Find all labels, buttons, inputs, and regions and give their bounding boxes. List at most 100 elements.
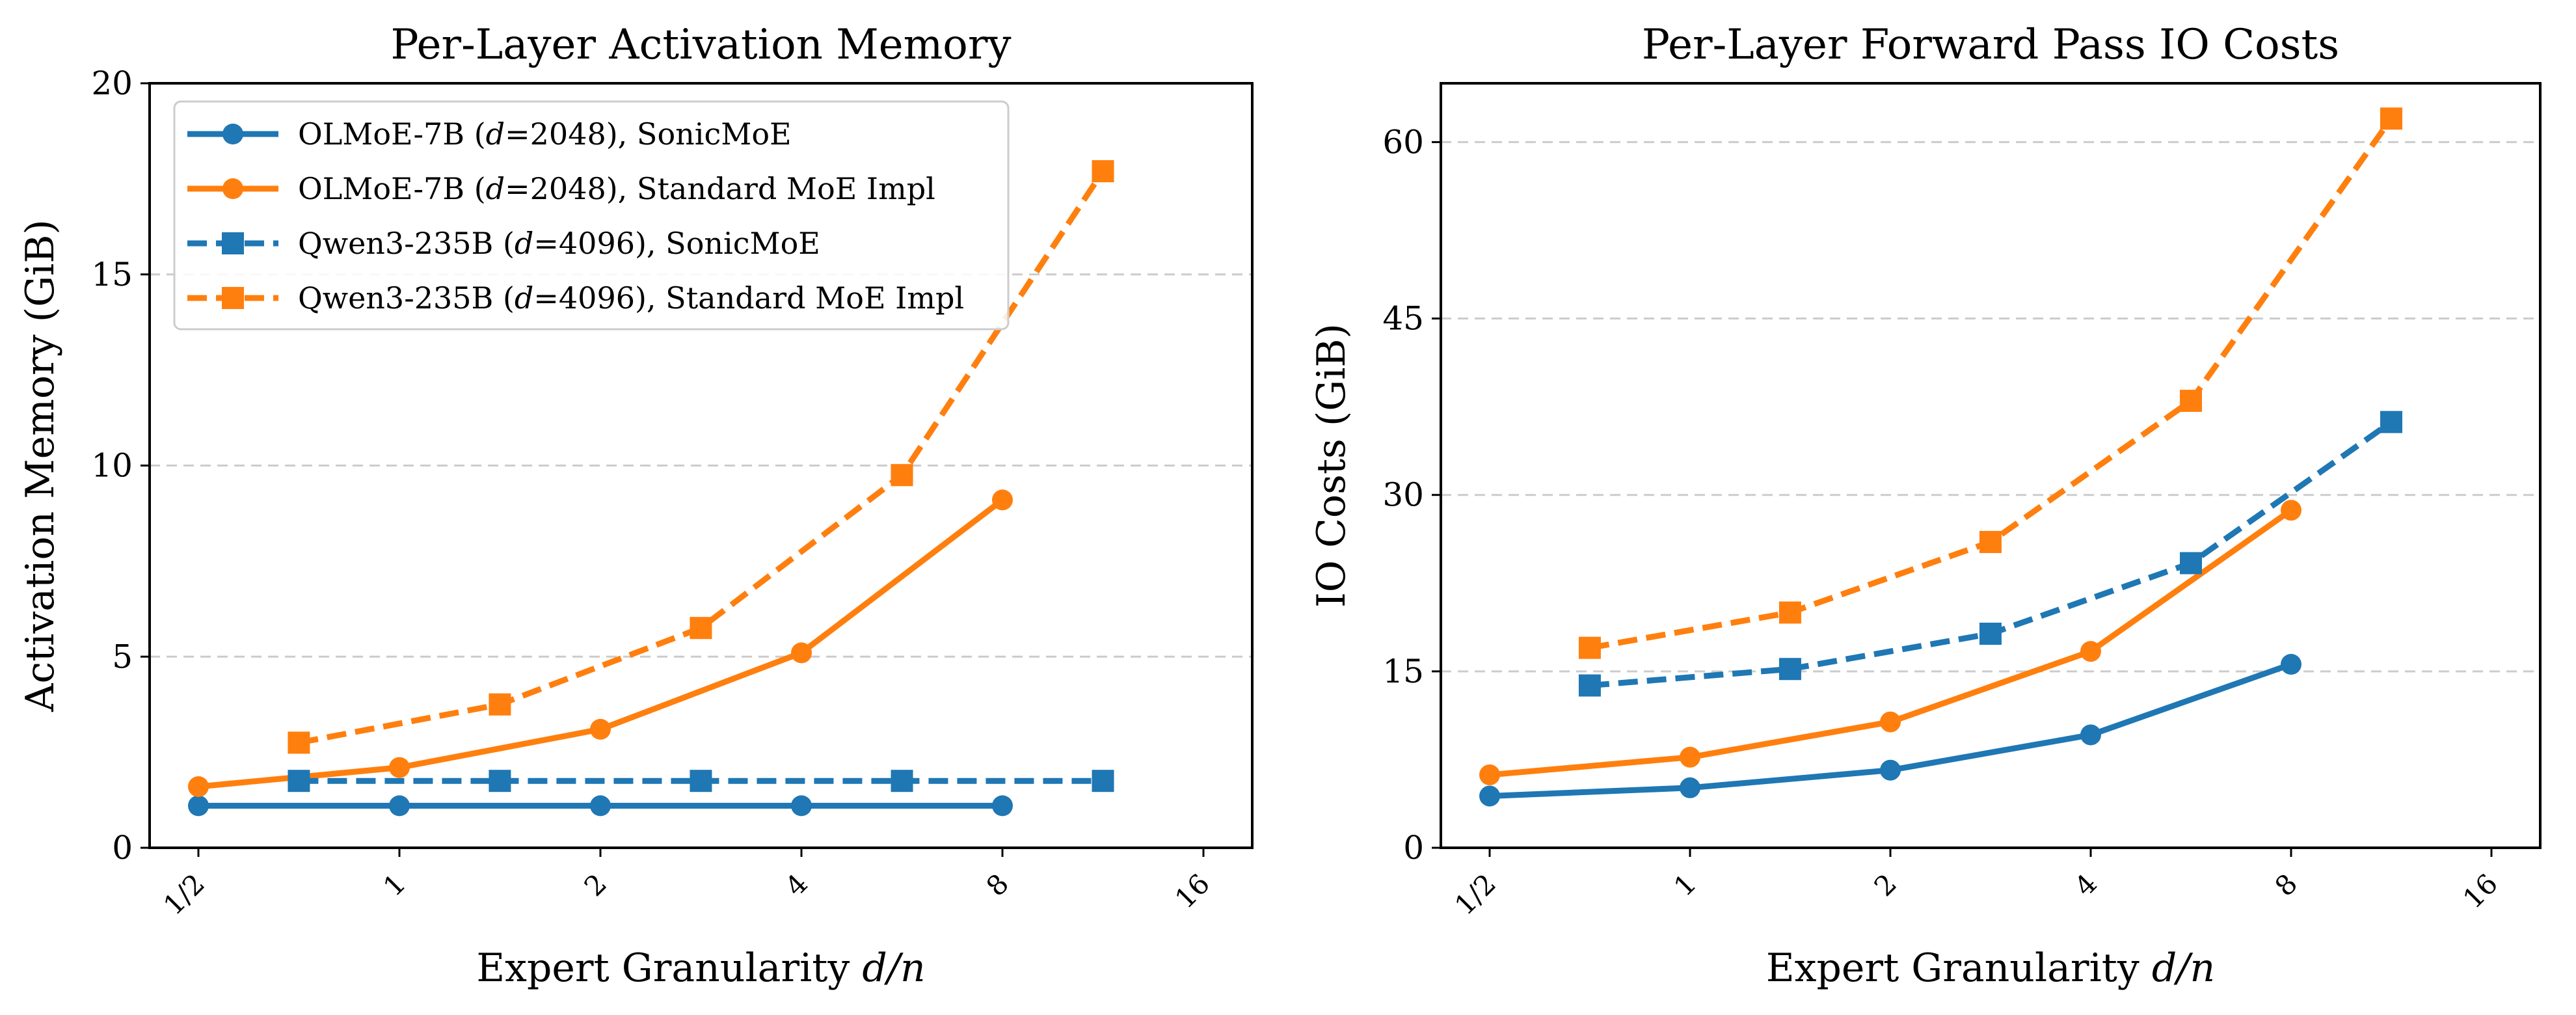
- data-point: [1092, 770, 1114, 792]
- series-1: [1479, 654, 2301, 807]
- data-point: [2281, 500, 2301, 521]
- series-2: [1479, 500, 2301, 785]
- legend-label-suffix: =2048), Standard MoE Impl: [505, 171, 935, 206]
- data-point: [1680, 777, 1700, 798]
- legend-marker: [222, 232, 244, 254]
- data-point: [590, 795, 611, 817]
- data-point: [2380, 411, 2403, 433]
- data-point: [288, 731, 310, 754]
- data-point: [690, 617, 712, 640]
- data-point: [2080, 724, 2101, 746]
- plot-frame: [1440, 82, 2542, 849]
- legend-label-prefix: Qwen3-235B (: [298, 280, 515, 316]
- legend-label-prefix: Qwen3-235B (: [298, 226, 515, 261]
- x-tick-label: 8: [980, 867, 1015, 902]
- data-point: [1680, 746, 1700, 768]
- x-axis-label-variable: d/n: [2152, 945, 2215, 991]
- y-tick-label: 45: [1382, 300, 1424, 338]
- x-tick-label: 8: [2269, 867, 2304, 902]
- legend-label-variable: d: [486, 116, 505, 152]
- legend-label-prefix: OLMoE-7B (: [298, 116, 486, 152]
- series-line: [1589, 116, 2394, 651]
- data-point: [389, 757, 410, 778]
- data-point: [791, 795, 812, 817]
- data-point: [389, 795, 410, 817]
- chart-title: Per-Layer Forward Pass IO Costs: [1642, 21, 2339, 69]
- series-4: [288, 160, 1114, 754]
- y-tick-label: 0: [1403, 829, 1424, 867]
- x-tick-label: 1: [377, 867, 412, 902]
- x-axis-label-variable: d/n: [862, 945, 925, 991]
- x-axis-label-text: Expert Granularity: [476, 945, 862, 991]
- series-3: [1578, 411, 2403, 697]
- data-point: [1979, 531, 2002, 553]
- x-tick-label: 2: [1868, 867, 1903, 902]
- legend-label-prefix: OLMoE-7B (: [298, 171, 486, 206]
- series-line: [1489, 508, 2293, 778]
- legend-label-variable: d: [486, 171, 505, 206]
- data-point: [1479, 785, 1500, 807]
- x-tick-label: 4: [779, 867, 814, 902]
- x-tick-label: 4: [2069, 867, 2104, 902]
- x-tick-label: 2: [578, 867, 613, 902]
- chart-panel-2: 0 15 30 45 60 1/2 1 2 4 8 16 Per-Layer Forward Pass…: [1309, 21, 2542, 991]
- data-point: [1880, 711, 1901, 733]
- data-point: [1092, 160, 1114, 183]
- y-axis-label: IO Costs (GiB): [1309, 323, 1354, 608]
- legend-entry-label: OLMoE-7B (d=2048), SonicMoE: [298, 116, 792, 152]
- series-line: [198, 497, 1004, 790]
- legend-entry-label: OLMoE-7B (d=2048), Standard MoE Impl: [298, 171, 935, 206]
- data-point: [992, 489, 1013, 511]
- data-point: [489, 770, 511, 792]
- x-axis-label: Expert Granularity d/n: [1766, 945, 2215, 991]
- data-point: [1778, 658, 1801, 681]
- legend-marker: [222, 124, 243, 144]
- data-point: [1979, 623, 2002, 645]
- x-axis-label-text: Expert Granularity: [1766, 945, 2152, 991]
- x-tick-label: 1: [1668, 867, 1703, 902]
- data-point: [2281, 654, 2301, 675]
- data-point: [188, 776, 209, 797]
- legend-entry-label: Qwen3-235B (d=4096), SonicMoE: [298, 226, 820, 261]
- data-point: [1578, 636, 1601, 659]
- data-point: [188, 795, 209, 817]
- legend-marker: [222, 287, 244, 309]
- x-tick-label: 1/2: [1449, 867, 1502, 921]
- chart-panel-1: 0 5 10 15 20 1/2 1 2 4 8 16 Per-Layer Activation Me…: [18, 21, 1254, 991]
- legend-label-variable: d: [515, 280, 533, 316]
- data-point: [891, 464, 913, 487]
- series-2: [188, 489, 1013, 797]
- legend-label-suffix: =4096), SonicMoE: [533, 226, 820, 261]
- legend-entry-label: Qwen3-235B (d=4096), Standard MoE Impl: [298, 280, 964, 316]
- chart-title: Per-Layer Activation Memory: [390, 21, 1011, 69]
- y-tick-label: 60: [1382, 123, 1424, 161]
- data-point: [2180, 390, 2203, 413]
- data-point: [2080, 641, 2101, 662]
- data-point: [590, 718, 611, 740]
- series-1: [188, 795, 1013, 817]
- series-3: [288, 770, 1114, 792]
- data-point: [891, 770, 913, 792]
- x-tick-label: 16: [2457, 867, 2504, 914]
- y-tick-label: 20: [91, 64, 133, 102]
- y-tick-label: 5: [112, 638, 133, 675]
- legend-label-suffix: =4096), Standard MoE Impl: [533, 280, 964, 316]
- data-point: [2180, 552, 2203, 575]
- y-tick-label: 30: [1382, 476, 1424, 514]
- data-point: [690, 770, 712, 792]
- legend-label-variable: d: [515, 226, 533, 261]
- y-tick-label: 0: [112, 829, 133, 867]
- series-line: [1589, 419, 2393, 689]
- data-point: [992, 795, 1013, 817]
- series-4: [1578, 107, 2403, 659]
- data-point: [1880, 759, 1901, 781]
- y-tick-label: 10: [91, 447, 133, 485]
- legend-box: [173, 100, 1010, 331]
- data-point: [288, 770, 310, 792]
- y-tick-label: 15: [1382, 653, 1424, 690]
- data-point: [1479, 764, 1500, 785]
- x-tick-label: 16: [1169, 867, 1216, 914]
- legend-label-suffix: =2048), SonicMoE: [505, 116, 791, 152]
